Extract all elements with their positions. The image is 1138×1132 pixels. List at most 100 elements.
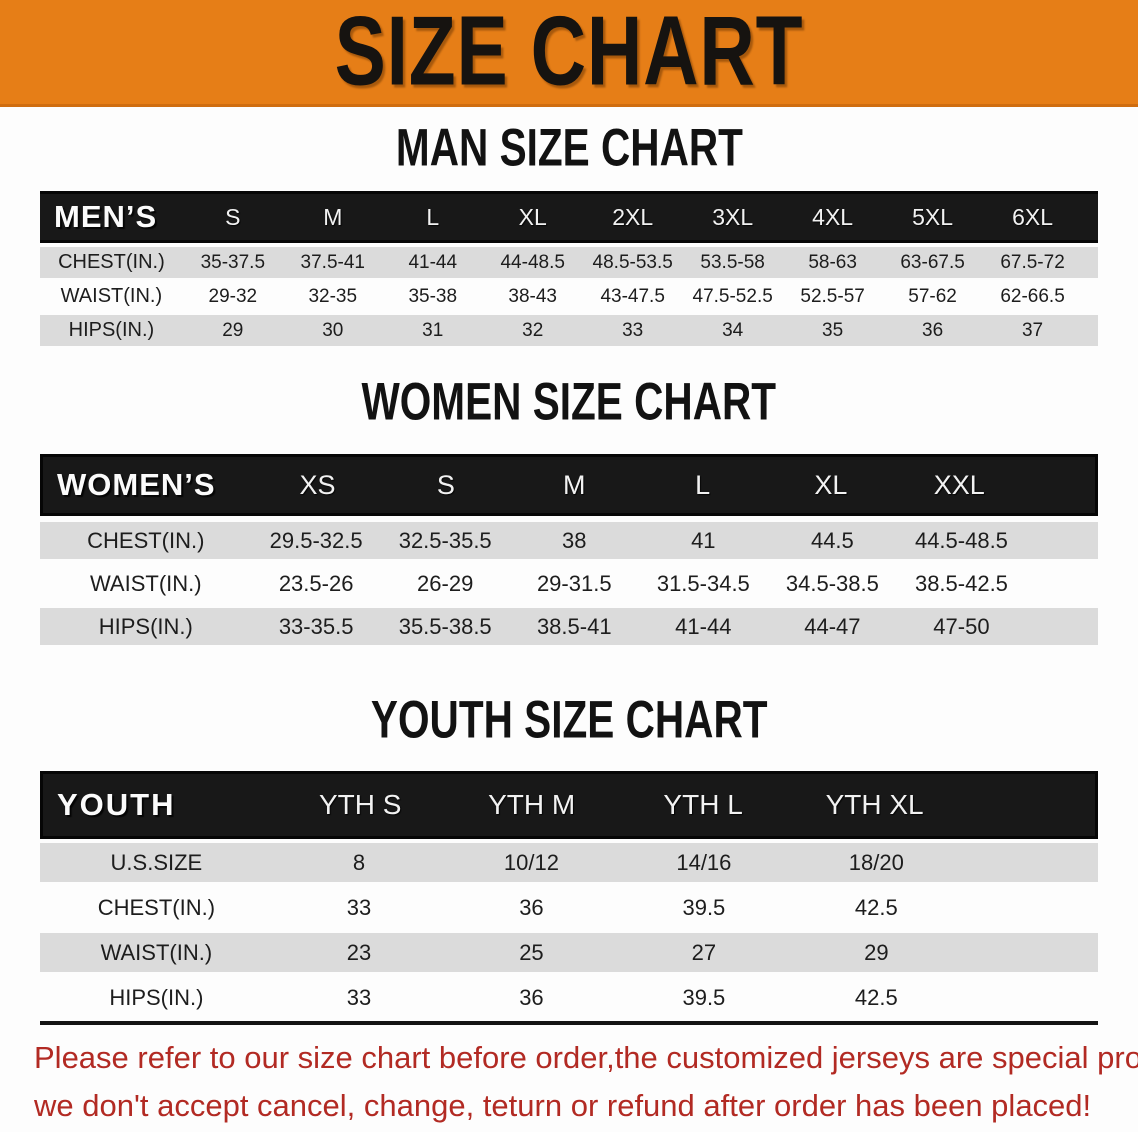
value-cell: 29 xyxy=(222,319,244,341)
row-label-cell: CHEST(IN.) xyxy=(58,251,165,273)
table-title-cell: WOMEN’S xyxy=(57,467,216,502)
table-row: WAIST(IN.) 23 25 27 29 xyxy=(40,933,1098,972)
value-cell: 35-37.5 xyxy=(200,251,266,273)
size-column-header: M xyxy=(323,203,343,230)
row-label-cell: HIPS(IN.) xyxy=(98,613,193,639)
value-cell: 38 xyxy=(562,527,587,553)
disclaimer-line-2: we don't accept cancel, change, teturn o… xyxy=(34,1088,1092,1123)
value-cell: 33 xyxy=(346,984,372,1010)
table-title-cell: MEN’S xyxy=(54,199,158,234)
value-cell: 39.5 xyxy=(682,894,726,920)
value-cell: 29-31.5 xyxy=(536,570,612,596)
value-cell: 44-48.5 xyxy=(500,251,565,273)
youth-section-heading: YOUTH SIZE CHART xyxy=(0,690,1138,750)
value-cell: 35-38 xyxy=(408,285,458,307)
women-section-heading-text: WOMEN SIZE CHART xyxy=(361,372,777,432)
table-bottom-border xyxy=(40,1021,1098,1025)
banner-title: SIZE CHART xyxy=(334,0,804,107)
size-column-header: YTH S xyxy=(318,789,402,820)
row-label-cell: HIPS(IN.) xyxy=(109,984,204,1010)
value-cell: 36 xyxy=(519,984,544,1010)
size-column-header: 3XL xyxy=(712,203,754,230)
table-row: CHEST(IN.) 35-37.5 37.5-41 41-44 44-48.5 48.5… xyxy=(40,247,1098,278)
value-cell: 42.5 xyxy=(854,984,898,1010)
value-cell: 41 xyxy=(691,527,716,553)
value-cell: 8 xyxy=(352,849,366,875)
value-cell: 38-43 xyxy=(508,285,558,307)
value-cell: 18/20 xyxy=(848,849,904,875)
value-cell: 63-67.5 xyxy=(900,251,965,273)
row-label-cell: WAIST(IN.) xyxy=(60,285,163,307)
value-cell: 29-32 xyxy=(208,285,258,307)
men-section-heading-text: MAN SIZE CHART xyxy=(395,118,743,178)
value-cell: 62-66.5 xyxy=(1000,285,1065,307)
value-cell: 58-63 xyxy=(808,251,857,273)
value-cell: 10/12 xyxy=(503,849,559,875)
value-cell: 53.5-58 xyxy=(700,251,765,273)
value-cell: 52.5-57 xyxy=(800,285,865,307)
value-cell: 37 xyxy=(1021,319,1044,341)
value-cell: 31 xyxy=(422,319,444,341)
value-cell: 31.5-34.5 xyxy=(656,570,750,596)
table-header-row: MEN’S S M L XL 2XL 3XL 4XL 5XL 6XL xyxy=(40,191,1098,243)
value-cell: 25 xyxy=(519,939,544,965)
row-label-cell: CHEST(IN.) xyxy=(97,894,216,920)
size-column-header: YTH M xyxy=(488,789,576,820)
value-cell: 44.5-48.5 xyxy=(914,527,1008,553)
value-cell: 23.5-26 xyxy=(278,570,354,596)
value-cell: 36 xyxy=(922,319,944,341)
table-row: WAIST(IN.) 29-32 32-35 35-38 38-43 43-47.5 47.… xyxy=(40,281,1098,312)
value-cell: 43-47.5 xyxy=(600,285,665,307)
value-cell: 33-35.5 xyxy=(278,613,354,639)
size-column-header: 6XL xyxy=(1012,203,1054,230)
table-row: HIPS(IN.) 33 36 39.5 42.5 xyxy=(40,978,1098,1017)
size-column-header: L xyxy=(695,469,711,500)
table-header-row: YOUTH YTH S YTH M YTH L YTH XL xyxy=(40,771,1098,839)
value-cell: 30 xyxy=(322,319,344,341)
value-cell: 41-44 xyxy=(675,613,732,639)
women-size-table: WOMEN’S XS S M L XL XXL CHEST(IN.) 29.5-32.5 32.5… xyxy=(40,454,1098,651)
table-row: CHEST(IN.) 33 36 39.5 42.5 xyxy=(40,888,1098,927)
disclaimer-line-1: Please refer to our size chart before or… xyxy=(34,1040,1138,1075)
disclaimer: Please refer to our size chart before or… xyxy=(34,1034,1138,1130)
row-label-cell: CHEST(IN.) xyxy=(87,527,205,553)
value-cell: 44.5 xyxy=(810,527,854,553)
value-cell: 48.5-53.5 xyxy=(592,251,673,273)
value-cell: 57-62 xyxy=(908,285,957,307)
table-header-row: WOMEN’S XS S M L XL XXL xyxy=(40,454,1098,516)
value-cell: 42.5 xyxy=(854,894,898,920)
value-cell: 39.5 xyxy=(682,984,726,1010)
value-cell: 23 xyxy=(346,939,372,965)
value-cell: 47.5-52.5 xyxy=(692,285,773,307)
size-column-header: XL xyxy=(518,203,547,230)
value-cell: 32.5-35.5 xyxy=(398,527,492,553)
youth-size-table: YOUTH YTH S YTH M YTH L YTH XL U.S.SIZE 8 10/12… xyxy=(40,771,1098,1025)
youth-section-heading-text: YOUTH SIZE CHART xyxy=(370,690,768,750)
size-column-header: XXL xyxy=(933,469,985,500)
table-row: WAIST(IN.) 23.5-26 26-29 29-31.5 31.5-34.5 34… xyxy=(40,565,1098,602)
value-cell: 47-50 xyxy=(933,613,990,639)
women-section-heading: WOMEN SIZE CHART xyxy=(0,372,1138,432)
table-row: U.S.SIZE 8 10/12 14/16 18/20 xyxy=(40,843,1098,882)
value-cell: 26-29 xyxy=(417,570,474,596)
size-column-header: 5XL xyxy=(912,203,954,230)
value-cell: 36 xyxy=(519,894,544,920)
value-cell: 35.5-38.5 xyxy=(398,613,492,639)
table-row: HIPS(IN.) 33-35.5 35.5-38.5 38.5-41 41-44 44-… xyxy=(40,608,1098,645)
value-cell: 29.5-32.5 xyxy=(269,527,363,553)
size-column-header: 4XL xyxy=(812,203,854,230)
value-cell: 34.5-38.5 xyxy=(785,570,879,596)
value-cell: 44-47 xyxy=(804,613,861,639)
value-cell: 29 xyxy=(864,939,889,965)
value-cell: 33 xyxy=(622,319,644,341)
men-size-table: MEN’S S M L XL 2XL 3XL 4XL 5XL 6XL CHEST(IN.) 35-37… xyxy=(40,191,1098,349)
value-cell: 34 xyxy=(722,319,744,341)
row-label-cell: U.S.SIZE xyxy=(110,849,203,875)
value-cell: 67.5-72 xyxy=(1000,251,1065,273)
banner: SIZE CHART xyxy=(0,0,1138,107)
size-column-header: L xyxy=(426,203,440,230)
size-column-header: 2XL xyxy=(612,203,654,230)
value-cell: 32 xyxy=(522,319,544,341)
row-label-cell: WAIST(IN.) xyxy=(89,570,202,596)
